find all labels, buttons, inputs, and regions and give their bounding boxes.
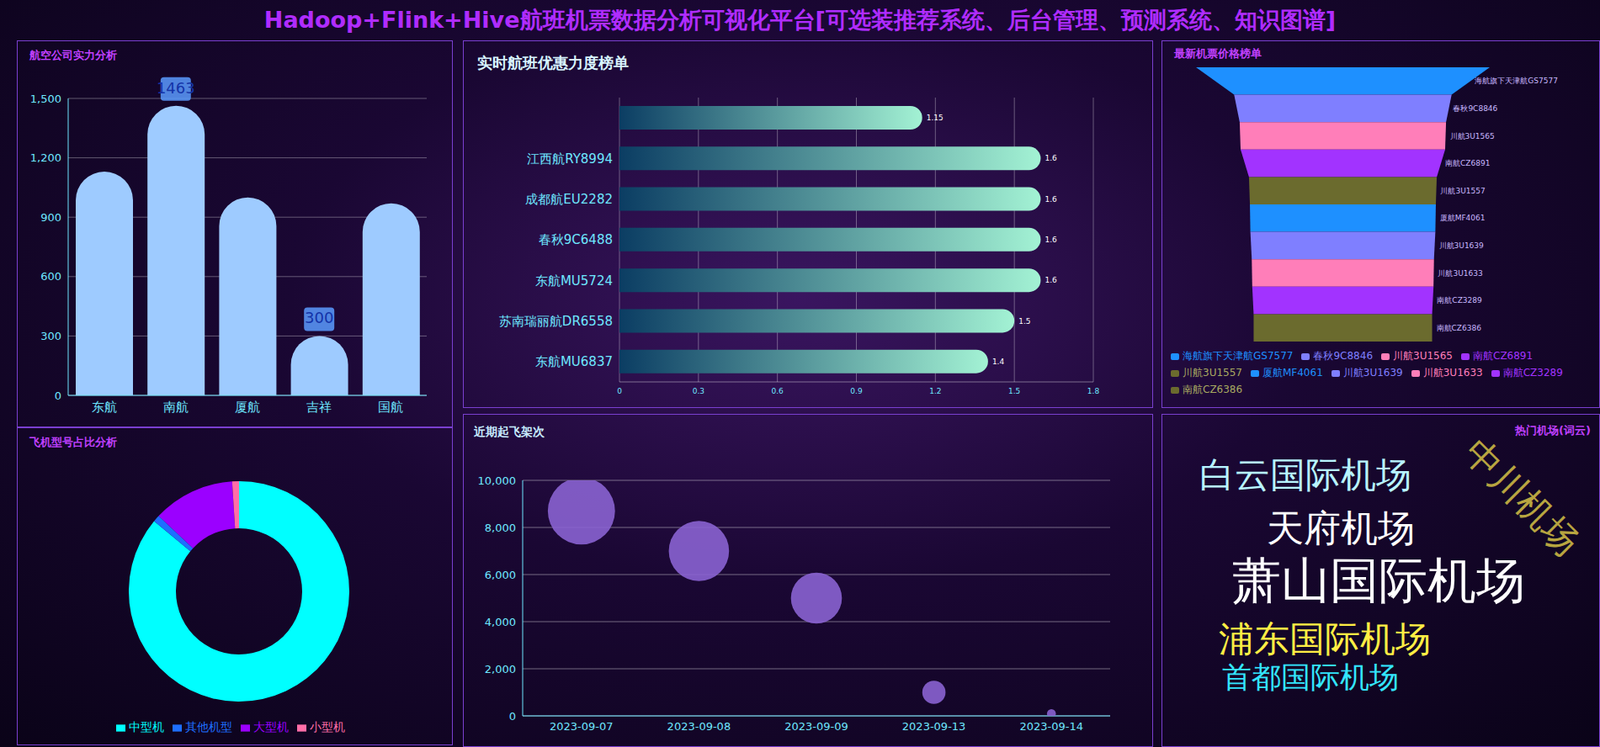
svg-text:300: 300 [40, 329, 62, 343]
svg-text:白云国际机场: 白云国际机场 [1199, 454, 1412, 496]
svg-text:1.5: 1.5 [1008, 387, 1021, 396]
svg-text:萧山国际机场: 萧山国际机场 [1232, 552, 1526, 610]
svg-text:2023-09-13: 2023-09-13 [902, 720, 967, 734]
svg-text:10,000: 10,000 [478, 474, 517, 488]
svg-text:1.6: 1.6 [1044, 235, 1058, 245]
svg-text:国航: 国航 [377, 399, 404, 415]
svg-text:东航MU5724: 东航MU5724 [535, 273, 613, 289]
svg-text:南航CZ6386: 南航CZ6386 [1436, 324, 1483, 333]
svg-text:0: 0 [509, 710, 516, 723]
svg-text:苏南瑞丽航DR6558: 苏南瑞丽航DR6558 [499, 313, 613, 330]
svg-text:2023-09-14: 2023-09-14 [1019, 720, 1084, 734]
svg-text:浦东国际机场: 浦东国际机场 [1218, 618, 1431, 660]
svg-text:中川机场: 中川机场 [1456, 430, 1589, 564]
svg-text:海航旗下天津航GS7577: 海航旗下天津航GS7577 [1474, 76, 1558, 86]
svg-text:东航: 东航 [91, 399, 117, 415]
svg-text:2023-09-09: 2023-09-09 [784, 720, 849, 734]
svg-text:南航CZ6891: 南航CZ6891 [1445, 159, 1490, 168]
svg-text:川航3U1565: 川航3U1565 [1450, 132, 1495, 141]
svg-text:成都航EU2282: 成都航EU2282 [525, 191, 613, 208]
svg-text:1463: 1463 [156, 79, 196, 97]
svg-text:川航3U1639: 川航3U1639 [1439, 241, 1484, 250]
svg-text:1.15: 1.15 [926, 113, 944, 123]
svg-text:8,000: 8,000 [484, 521, 516, 535]
svg-text:川航3U1557: 川航3U1557 [1440, 186, 1485, 196]
svg-text:300: 300 [304, 308, 334, 327]
svg-text:春秋9C8846: 春秋9C8846 [1452, 104, 1498, 113]
svg-text:江西航RY8994: 江西航RY8994 [526, 151, 613, 167]
svg-text:厦航: 厦航 [234, 399, 261, 415]
svg-text:0.9: 0.9 [850, 387, 863, 396]
svg-text:1.4: 1.4 [992, 357, 1005, 367]
svg-text:南航: 南航 [163, 399, 189, 415]
svg-text:2,000: 2,000 [484, 663, 516, 676]
svg-text:厦航MF4061: 厦航MF4061 [1440, 213, 1486, 223]
svg-text:1.6: 1.6 [1044, 195, 1058, 204]
svg-text:2023-09-07: 2023-09-07 [549, 720, 614, 734]
svg-text:2023-09-08: 2023-09-08 [667, 720, 732, 734]
svg-text:1,200: 1,200 [30, 151, 62, 165]
svg-text:1,500: 1,500 [30, 92, 62, 106]
svg-text:南航CZ3289: 南航CZ3289 [1436, 296, 1483, 305]
svg-text:1.6: 1.6 [1044, 154, 1058, 163]
svg-text:0.3: 0.3 [692, 387, 705, 396]
svg-text:1.2: 1.2 [929, 387, 941, 396]
svg-text:600: 600 [40, 270, 62, 283]
svg-text:0.6: 0.6 [771, 387, 785, 396]
svg-text:4,000: 4,000 [484, 616, 516, 629]
svg-text:吉祥: 吉祥 [306, 399, 332, 415]
svg-text:1.8: 1.8 [1087, 387, 1101, 396]
svg-text:0: 0 [54, 389, 62, 403]
svg-text:川航3U1633: 川航3U1633 [1437, 269, 1483, 278]
svg-text:春秋9C6488: 春秋9C6488 [538, 232, 613, 248]
svg-text:6,000: 6,000 [484, 568, 516, 582]
svg-text:0: 0 [616, 387, 622, 396]
svg-text:东航MU6837: 东航MU6837 [535, 354, 613, 370]
svg-text:1.5: 1.5 [1018, 317, 1031, 326]
svg-text:900: 900 [40, 211, 62, 224]
svg-text:天府机场: 天府机场 [1266, 506, 1415, 550]
svg-text:首都国际机场: 首都国际机场 [1222, 660, 1399, 695]
svg-text:1.6: 1.6 [1044, 276, 1058, 285]
